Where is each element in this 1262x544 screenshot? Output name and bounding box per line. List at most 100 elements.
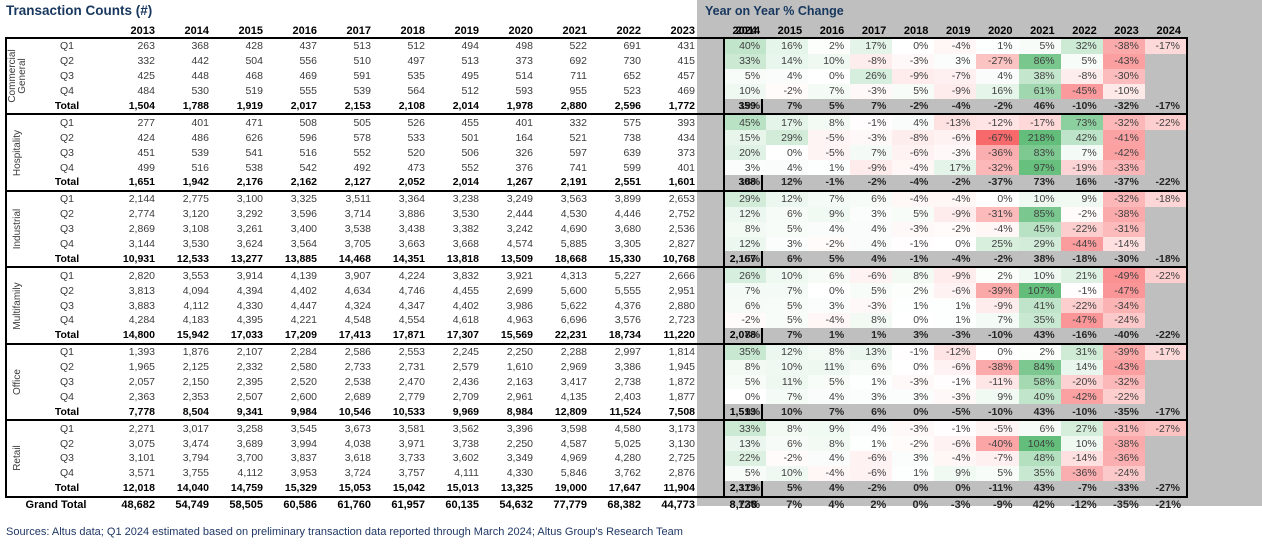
pct-cell: -40% xyxy=(1114,329,1139,342)
pct-cell: -6% xyxy=(934,359,977,375)
pct-cell: 11% xyxy=(766,374,809,390)
count-cell: 3,907 xyxy=(322,266,376,284)
count-cell: 3,438 xyxy=(398,223,425,236)
pct-cell: 7% xyxy=(808,83,851,99)
table-row: 8% 10% 11% 6% 0% -6% -38% 84% 14% -43% xyxy=(722,359,1189,375)
pct-cell: -34% xyxy=(1102,298,1145,314)
count-cell: 3,883 xyxy=(128,299,155,312)
pct-cell: -2% xyxy=(766,83,809,99)
count-cell: 332 xyxy=(538,113,592,131)
count-cell: 3,837 xyxy=(290,452,317,465)
count-cell: 3,530 xyxy=(182,238,209,251)
count-cell: 4,112 xyxy=(183,299,210,312)
pct-cell: -37% xyxy=(1114,176,1139,189)
pct-cell: -18% xyxy=(1144,189,1189,207)
count-cell: 555 xyxy=(299,85,317,98)
year-header: 2022 xyxy=(616,25,641,37)
pct-cell: -10% xyxy=(1102,83,1145,99)
pct-cell: 10% xyxy=(766,465,809,481)
pct-cell: 5% xyxy=(722,68,767,84)
table-row: 7% 7% 0% 5% 2% -6% -39% 107% -1% -47% xyxy=(722,283,1189,299)
pct-cell: 4% xyxy=(850,221,893,237)
pct-cell: 7% xyxy=(871,100,887,112)
table-row: Total 10,931 12,533 13,277 13,885 14,468 14,35… xyxy=(6,251,763,268)
count-cell: 2,127 xyxy=(344,176,371,189)
pct-cell: -35% xyxy=(1114,405,1139,418)
count-cell: 575 xyxy=(592,113,646,131)
pct-cell: -32% xyxy=(1102,113,1145,131)
pct-cell: 73% xyxy=(1033,176,1055,189)
pct-cell: 218% xyxy=(1018,130,1061,146)
pct-cell: 10% xyxy=(1018,266,1061,284)
year-header: 2021 xyxy=(562,25,587,37)
count-cell: 1,877 xyxy=(668,390,695,403)
pct-cell: -3% xyxy=(892,221,935,237)
count-cell: 523 xyxy=(623,85,641,98)
pct-cell: -8% xyxy=(850,53,893,69)
pct-cell: -9% xyxy=(850,160,893,176)
count-cell: 15,569 xyxy=(500,329,533,342)
pct-cell: 1% xyxy=(934,298,977,314)
count-cell: 3,396 xyxy=(484,419,538,437)
pct-cell: 5% xyxy=(786,482,803,495)
table-row: 18% 12% -1% -2% -4% -2% -37% 73% 16% -37% -22% xyxy=(722,175,1189,191)
pct-cell: 5% xyxy=(892,206,935,222)
pct-cell: -4% xyxy=(976,221,1019,237)
count-cell: 2,666 xyxy=(646,266,700,284)
year-header: 2024 xyxy=(1156,25,1181,37)
table-row: 17% 5% 4% -2% 0% 0% -11% 43% -7% -33% -27% xyxy=(722,480,1189,497)
pct-cell: -4% xyxy=(892,160,935,176)
count-cell: 2,538 xyxy=(344,376,371,389)
pct-cell: 86% xyxy=(1018,53,1061,69)
pct-cell: 14% xyxy=(1060,359,1103,375)
pct-cell: -2% xyxy=(934,221,977,237)
count-cell: 2,163 xyxy=(506,376,533,389)
pct-cell: -6% xyxy=(892,145,935,161)
count-cell: 3,325 xyxy=(268,189,322,207)
pct-cell: 7% xyxy=(786,100,803,112)
pct-cell: 35% xyxy=(1018,465,1061,481)
count-cell: 5,885 xyxy=(560,238,587,251)
count-cell: 415 xyxy=(677,55,695,68)
grand-total-cell: 77,779 xyxy=(538,495,592,513)
table-row: 12% 3% -2% 4% -1% 0% 25% 29% -44% -14% xyxy=(722,236,1189,252)
count-cell: 455 xyxy=(430,113,484,131)
count-cell: 652 xyxy=(623,70,641,83)
count-cell: 13,509 xyxy=(500,252,533,265)
count-cell: 3,914 xyxy=(214,266,268,284)
count-cell: 3,921 xyxy=(484,266,538,284)
pct-cell: -45% xyxy=(1060,83,1103,99)
count-cell: 5,846 xyxy=(560,467,587,480)
pct-cell: 84% xyxy=(1018,359,1061,375)
pct-cell: 9% xyxy=(808,206,851,222)
count-cell: 1,393 xyxy=(106,342,160,360)
pct-cell: -22% xyxy=(1060,221,1103,237)
count-cell: 332 xyxy=(137,55,155,68)
count-cell: 3,553 xyxy=(160,266,214,284)
count-cell: 373 xyxy=(677,146,695,159)
count-cell: 596 xyxy=(299,131,317,144)
pct-cell: 107% xyxy=(1018,283,1061,299)
grand-total-row: 12% 7% 4% 2% 0% -3% -9% 42% -12% -35% -21% xyxy=(724,495,1187,513)
count-cell: 1,945 xyxy=(668,361,695,374)
count-cell: 3,624 xyxy=(236,238,263,251)
count-cell: 3,571 xyxy=(128,467,155,480)
count-cell: 2,779 xyxy=(398,390,425,403)
pct-cell: 61% xyxy=(1018,83,1061,99)
table-row: 33% 8% 9% 4% -3% -1% -5% 6% 27% -31% -27% xyxy=(722,419,1189,437)
pct-cell: 5% xyxy=(722,465,767,481)
pct-cell: -17% xyxy=(1144,342,1189,360)
count-cell: 4,347 xyxy=(398,299,425,312)
pct-cell: 27% xyxy=(1060,419,1103,437)
pct-cell: 8% xyxy=(766,419,809,437)
count-cell: 4,376 xyxy=(614,299,641,312)
count-cell: 4,330 xyxy=(506,467,533,480)
count-cell: 3,794 xyxy=(182,452,209,465)
count-cell: 4,139 xyxy=(268,266,322,284)
count-cell: 4,313 xyxy=(538,266,592,284)
pct-cell: 4% xyxy=(808,451,851,466)
quarter-label: Q2 xyxy=(59,208,74,221)
pct-cell: 3% xyxy=(722,160,767,176)
pct-cell: 10% xyxy=(1018,189,1061,207)
grand-total-cell: 60,586 xyxy=(268,495,322,513)
